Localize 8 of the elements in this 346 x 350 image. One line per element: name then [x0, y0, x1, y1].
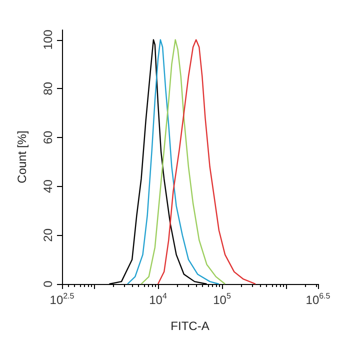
y-axis-title: Count [%] — [15, 130, 29, 184]
y-tick-label: 20 — [41, 228, 55, 242]
y-tick-label: 0 — [41, 280, 55, 288]
y-tick-label: 80 — [41, 82, 55, 96]
y-tick-label: 40 — [41, 179, 55, 193]
y-tick-label: 60 — [41, 130, 55, 144]
x-axis-title: FITC-A — [170, 319, 210, 333]
y-tick-label: 100 — [41, 29, 55, 50]
